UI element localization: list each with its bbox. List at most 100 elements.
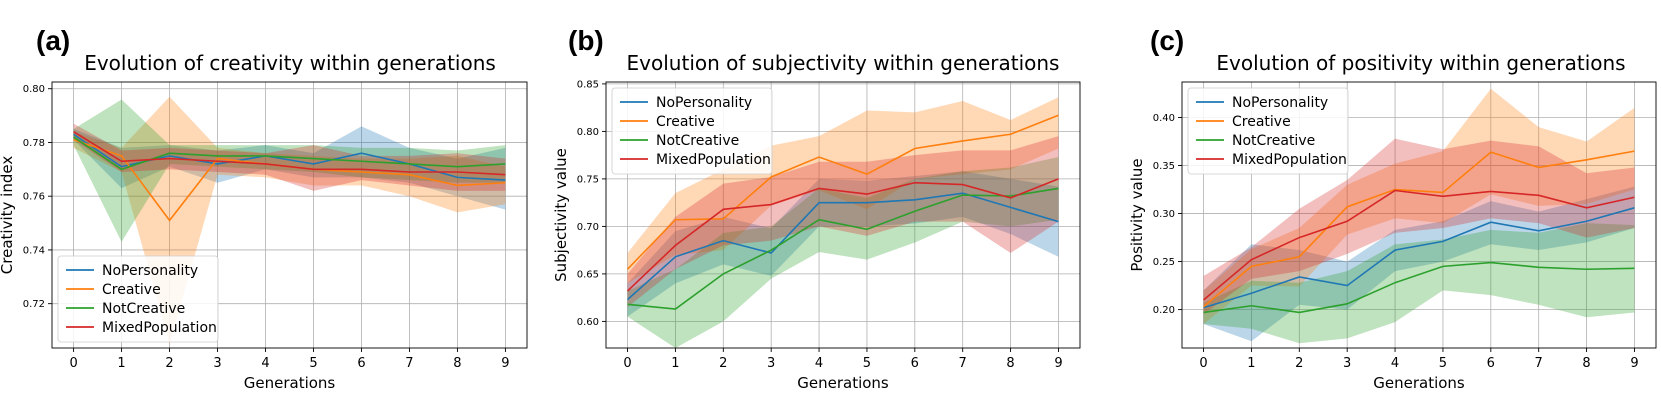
data-point	[961, 140, 963, 142]
y-tick-label: 0.20	[1153, 305, 1175, 316]
data-point	[818, 187, 820, 189]
data-point	[1537, 266, 1539, 268]
y-tick-label: 0.65	[577, 269, 599, 280]
data-point	[914, 182, 916, 184]
x-tick-label: 7	[1535, 356, 1543, 371]
y-axis-label: Subjectivity value	[552, 148, 570, 282]
data-point	[216, 155, 218, 157]
data-point	[360, 168, 362, 170]
data-point	[1057, 114, 1059, 116]
chart-panel-2: (b) Evolution of subjectivity within gene…	[552, 25, 1081, 392]
data-point	[1585, 220, 1587, 222]
data-point	[168, 157, 170, 159]
x-tick-label: 1	[671, 356, 679, 371]
data-point	[1202, 299, 1204, 301]
legend-label: NotCreative	[102, 301, 185, 317]
data-point	[168, 155, 170, 157]
data-point	[1633, 207, 1635, 209]
data-point	[1585, 268, 1587, 270]
legend-label: Creative	[1232, 114, 1291, 130]
series-line-NotCreative	[1203, 261, 1635, 314]
y-tick-label: 0.70	[577, 222, 599, 233]
band-NoPersonality	[627, 171, 1059, 317]
plot-frame	[1181, 81, 1657, 349]
legend-label: MixedPopulation	[102, 320, 217, 336]
data-point	[504, 163, 506, 165]
x-tick-label: 7	[959, 356, 967, 371]
legend-box	[57, 255, 219, 343]
chart-panel-3: (c) Evolution of positivity within genera…	[1128, 25, 1657, 392]
data-point	[312, 157, 314, 159]
data-point	[1394, 282, 1396, 284]
panel-label: (a)	[36, 25, 70, 56]
panel-label: (c)	[1150, 25, 1184, 56]
plot-frame	[51, 81, 528, 349]
data-point	[1250, 258, 1252, 260]
data-point	[866, 201, 868, 203]
data-point	[1490, 221, 1492, 223]
band-Creative	[627, 97, 1059, 284]
chart-title: Evolution of creativity within generatio…	[84, 51, 496, 75]
legend-box	[611, 87, 773, 175]
y-tick-label: 0.85	[577, 79, 599, 90]
x-axis-label: Generations	[244, 374, 336, 392]
band-NotCreative	[73, 99, 506, 242]
data-point	[264, 155, 266, 157]
data-point	[1394, 249, 1396, 251]
data-point	[1490, 190, 1492, 192]
x-tick-label: 2	[719, 356, 727, 371]
data-point	[360, 160, 362, 162]
y-tick-label: 0.78	[23, 138, 45, 149]
series-line-MixedPopulation	[73, 131, 506, 176]
y-axis-label: Positivity value	[1128, 158, 1146, 271]
y-tick-label: 0.30	[1153, 209, 1175, 220]
x-tick-label: 9	[1630, 356, 1638, 371]
series-line-NoPersonality	[1203, 207, 1635, 309]
data-point	[1633, 196, 1635, 198]
data-point	[1394, 189, 1396, 191]
x-tick-label: 5	[1439, 356, 1447, 371]
data-point	[1633, 150, 1635, 152]
x-tick-label: 0	[69, 356, 77, 371]
data-point	[722, 239, 724, 241]
data-point	[216, 160, 218, 162]
data-point	[722, 208, 724, 210]
x-tick-label: 0	[1199, 356, 1207, 371]
y-tick-label: 0.72	[23, 299, 45, 310]
series-line-MixedPopulation	[626, 178, 1059, 292]
data-point	[1346, 220, 1348, 222]
data-point	[1009, 133, 1011, 135]
data-point	[1346, 303, 1348, 305]
x-tick-label: 0	[623, 356, 631, 371]
legend-label: NoPersonality	[1232, 95, 1328, 111]
data-point	[1202, 311, 1204, 313]
data-point	[408, 163, 410, 165]
data-point	[504, 173, 506, 175]
data-point	[168, 152, 170, 154]
data-point	[722, 218, 724, 220]
chart-title: Evolution of subjectivity within generat…	[627, 51, 1060, 75]
band-Creative	[1203, 88, 1635, 324]
data-point	[1442, 240, 1444, 242]
data-point	[1490, 261, 1492, 263]
band-NoPersonality	[73, 126, 506, 210]
legend-label: Creative	[102, 282, 161, 298]
data-point	[866, 228, 868, 230]
data-point	[1346, 206, 1348, 208]
x-axis-label: Generations	[1373, 374, 1465, 392]
band-NoPersonality	[1203, 186, 1635, 342]
data-point	[626, 290, 628, 292]
data-point	[1585, 159, 1587, 161]
data-point	[408, 173, 410, 175]
data-point	[626, 303, 628, 305]
data-point	[1250, 265, 1252, 267]
data-point	[1057, 220, 1059, 222]
legend-label: MixedPopulation	[656, 152, 771, 168]
band-NotCreative	[1203, 223, 1635, 344]
data-point	[914, 147, 916, 149]
panel-label: (b)	[568, 25, 604, 56]
y-tick-label: 0.35	[1153, 161, 1175, 172]
data-point	[1298, 256, 1300, 258]
data-point	[264, 163, 266, 165]
data-point	[1057, 178, 1059, 180]
